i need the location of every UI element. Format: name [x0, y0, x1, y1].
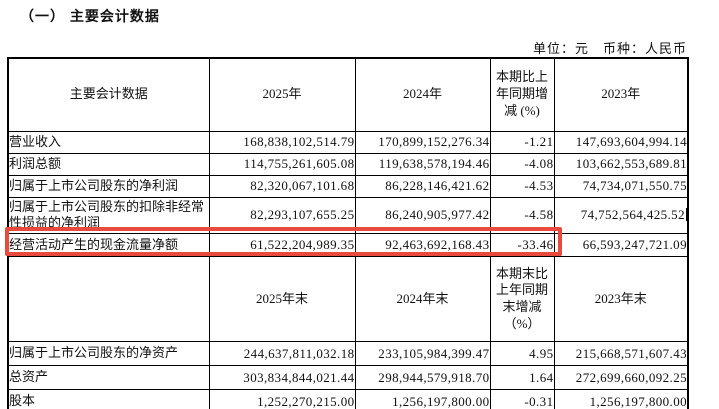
cell-2024: 86,240,905,977.42	[354, 196, 491, 235]
column-header: 本期末比上年同期末增减（%）	[489, 256, 555, 343]
table-row-net-assets: 归属于上市公司股东的净资产 244,637,811,032.18 233,105…	[7, 341, 689, 367]
cell-2023: 147,693,604,994.14	[553, 130, 689, 154]
row-label: 归属于上市公司股东的净利润	[7, 174, 210, 198]
column-header: 2023年末	[553, 256, 689, 343]
row-label: 股本	[7, 389, 210, 409]
cell-2023: 74,752,564,425.52	[553, 196, 689, 235]
cell-2024-end: 1,256,197,800.00	[354, 389, 491, 409]
cell-2025-end: 1,252,270,215.00	[208, 389, 356, 409]
cell-2025: 82,320,067,101.68	[208, 174, 356, 198]
cell-2023-value: 74,752,564,425.52	[580, 207, 685, 223]
table-row-total-assets: 总资产 303,834,844,021.44 298,944,579,918.7…	[7, 365, 689, 391]
cell-2025-end: 244,637,811,032.18	[208, 341, 356, 367]
cell-change: -33.46	[489, 233, 555, 258]
section-title: （一） 主要会计数据	[20, 8, 160, 24]
cell-change: 4.95	[489, 341, 555, 367]
row-label: 归属于上市公司股东的扣除非经常性损益的净利润	[7, 196, 210, 235]
key-accounting-data-table: 主要会计数据 2025年 2024年 本期比上年同期增减 (%) 2023年 营…	[7, 57, 689, 409]
cell-change: -4.53	[489, 174, 555, 198]
cell-2024: 92,463,692,168.43	[354, 233, 491, 258]
cell-2025: 82,293,107,655.25	[208, 196, 356, 235]
unit-currency-note: 单位：元 币种：人民币	[532, 41, 687, 56]
column-header: 本期比上年同期增减 (%)	[489, 57, 555, 132]
row-label: 利润总额	[7, 152, 210, 176]
cell-2025: 168,838,102,514.79	[208, 130, 356, 154]
cell-2023: 103,662,553,689.81	[553, 152, 689, 176]
cell-2025-end: 303,834,844,021.44	[208, 365, 356, 391]
cell-change: -4.58	[489, 196, 555, 235]
column-header: 2025年末	[208, 256, 356, 343]
cell-2024-end: 233,105,984,399.47	[354, 341, 491, 367]
row-label: 经营活动产生的现金流量净额	[7, 233, 210, 258]
table-row-revenue: 营业收入 168,838,102,514.79 170,899,152,276.…	[7, 130, 689, 154]
cell-2023-end: 272,699,660,092.25	[553, 365, 689, 391]
cell-2023-end: 215,668,571,607.43	[553, 341, 689, 367]
cell-change: -1.21	[489, 130, 555, 154]
text-cursor	[686, 208, 687, 222]
table-row-total-profit: 利润总额 114,755,261,605.08 119,638,578,194.…	[7, 152, 689, 176]
table-row-net-profit: 归属于上市公司股东的净利润 82,320,067,101.68 86,228,1…	[7, 174, 689, 198]
cell-change: -0.31	[489, 389, 555, 409]
column-header: 2024年末	[354, 256, 491, 343]
cell-change: 1.64	[489, 365, 555, 391]
row-label: 归属于上市公司股东的净资产	[7, 341, 210, 367]
cell-change: -4.08	[489, 152, 555, 176]
cell-2025: 61,522,204,989.35	[208, 233, 356, 258]
column-header: 2025年	[208, 57, 356, 132]
cell-2024-end: 298,944,579,918.70	[354, 365, 491, 391]
cell-2023: 74,734,071,550.75	[553, 174, 689, 198]
row-label: 总资产	[7, 365, 210, 391]
column-header	[7, 256, 210, 343]
cell-2024: 86,228,146,421.62	[354, 174, 491, 198]
column-header: 2023年	[553, 57, 689, 132]
annual-header-row: 主要会计数据 2025年 2024年 本期比上年同期增减 (%) 2023年	[7, 57, 689, 132]
column-header: 2024年	[354, 57, 491, 132]
cell-2023: 66,593,247,721.09	[553, 233, 689, 258]
column-header: 主要会计数据	[7, 57, 210, 132]
cell-2024: 119,638,578,194.46	[354, 152, 491, 176]
table-row-operating-cash-flow: 经营活动产生的现金流量净额 61,522,204,989.35 92,463,6…	[7, 233, 689, 258]
table-row-net-profit-excl-nonrecurring: 归属于上市公司股东的扣除非经常性损益的净利润 82,293,107,655.25…	[7, 196, 689, 235]
cell-2023-end: 1,256,197,800.00	[553, 389, 689, 409]
table-row-share-capital: 股本 1,252,270,215.00 1,256,197,800.00 -0.…	[7, 389, 689, 409]
cell-2024: 170,899,152,276.34	[354, 130, 491, 154]
row-label: 营业收入	[7, 130, 210, 154]
yearend-header-row: 2025年末 2024年末 本期末比上年同期末增减（%） 2023年末	[7, 256, 689, 343]
cell-2025: 114,755,261,605.08	[208, 152, 356, 176]
